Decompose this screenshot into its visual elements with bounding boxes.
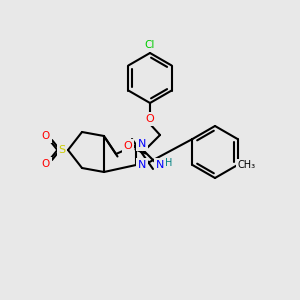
Text: CH₃: CH₃	[238, 160, 256, 170]
Text: S: S	[58, 145, 66, 155]
Text: O: O	[146, 114, 154, 124]
Text: O: O	[124, 141, 132, 151]
Text: N: N	[138, 139, 146, 149]
Text: N: N	[156, 160, 164, 170]
Text: H: H	[165, 158, 173, 168]
Text: O: O	[42, 131, 50, 141]
Text: Cl: Cl	[145, 40, 155, 50]
Text: O: O	[42, 159, 50, 169]
Text: N: N	[138, 160, 146, 170]
